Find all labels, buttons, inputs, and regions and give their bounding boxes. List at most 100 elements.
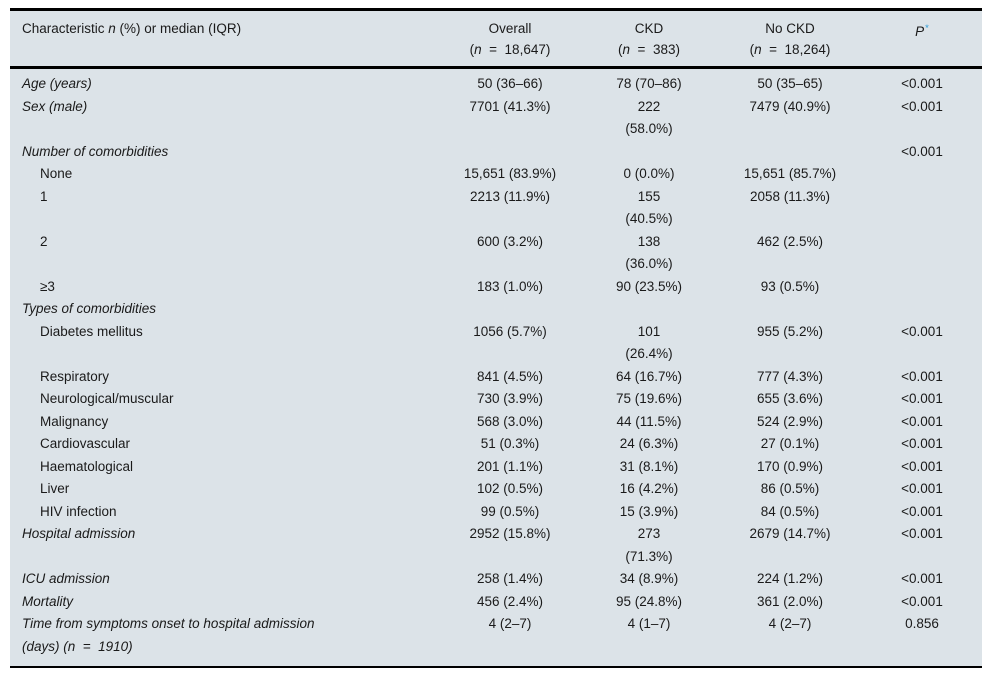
table-row: Malignancy 568 (3.0%) 44 (11.5%) 524 (2.9%)…	[10, 411, 982, 434]
table-row: Respiratory 841 (4.5%) 64 (16.7%) 777 (4.3%…	[10, 366, 982, 389]
table-row: Sex (male) 7701 (41.3%) 222 (58.0%) 7479 (4…	[10, 96, 982, 141]
cell-overall: 2213 (11.9%)	[469, 188, 551, 204]
cell-no-ckd: 224 (1.2%)	[756, 571, 824, 586]
paren: (	[469, 42, 475, 57]
cell-ckd: 4 (1–7)	[627, 616, 671, 631]
cell-ckd: 24 (6.3%)	[619, 436, 679, 451]
cell-overall: 102 (0.5%)	[476, 481, 544, 496]
header-no-ckd-n: (n = 18,264)	[718, 39, 862, 60]
cell-ckd: 90 (23.5%)	[615, 278, 683, 294]
header-overall-title: Overall	[488, 21, 532, 36]
cell-ckd: 34 (8.9%)	[619, 571, 679, 586]
row-label: ≥3	[40, 278, 55, 294]
row-label: Number of comorbidities	[22, 143, 169, 159]
table-row: Liver 102 (0.5%) 16 (4.2%) 86 (0.5%) <0.001	[10, 478, 982, 501]
cell-overall	[440, 141, 580, 164]
paren: (	[618, 42, 623, 57]
cell-no-ckd	[718, 298, 862, 321]
header-characteristic-n: n	[108, 21, 116, 36]
cell-no-ckd: 361 (2.0%)	[756, 593, 824, 609]
row-label: 2	[40, 233, 48, 249]
cell-p-value: <0.001	[901, 143, 943, 159]
cell-p-value: 0.856	[905, 616, 939, 631]
table-row: Time from symptoms onset to hospital adm…	[10, 613, 982, 666]
table-row: Number of comorbidities <0.001	[10, 141, 982, 164]
header-characteristic-pre: Characteristic	[22, 21, 109, 36]
row-label: Cardiovascular	[40, 436, 131, 451]
cell-p-value: <0.001	[901, 526, 943, 541]
cell-no-ckd: 955 (5.2%)	[756, 323, 824, 339]
p-label: P	[915, 24, 925, 39]
cell-p-value: <0.001	[901, 391, 943, 406]
cell-overall: 4 (2–7)	[488, 616, 532, 631]
header-characteristic-post: (%) or median (IQR)	[115, 21, 242, 36]
cell-ckd: 101 (26.4%)	[625, 323, 673, 362]
cell-overall: 201 (1.1%)	[476, 458, 544, 474]
row-label: Neurological/muscular	[40, 391, 174, 406]
cell-p-value	[862, 163, 982, 186]
cell-p-value: <0.001	[901, 481, 943, 496]
cell-overall: 841 (4.5%)	[476, 368, 544, 384]
table-row: Neurological/muscular 730 (3.9%) 75 (19.6%…	[10, 388, 982, 411]
header-ckd: CKD (n = 383)	[580, 11, 718, 69]
cell-no-ckd	[718, 141, 862, 164]
paren: (	[749, 42, 755, 57]
row-label: Diabetes mellitus	[40, 323, 143, 339]
cell-p-value: <0.001	[901, 368, 943, 384]
table-header: Characteristic n (%) or median (IQR) Ove…	[10, 11, 982, 69]
cell-no-ckd: 93 (0.5%)	[760, 278, 820, 294]
cell-ckd: 78 (70–86)	[616, 76, 682, 91]
cell-ckd: 31 (8.1%)	[619, 458, 679, 474]
n-count: 18,264	[784, 42, 826, 57]
cell-no-ckd: 170 (0.9%)	[756, 458, 824, 474]
cell-overall: 600 (3.2%)	[476, 233, 544, 249]
cell-overall: 50 (36–66)	[477, 76, 543, 91]
paren: )	[825, 42, 831, 57]
cell-p-value	[862, 276, 982, 299]
cell-overall: 730 (3.9%)	[476, 391, 544, 406]
cell-no-ckd: 50 (35–65)	[757, 76, 823, 91]
cell-p-value: <0.001	[901, 76, 943, 91]
baseline-characteristics-table: Characteristic n (%) or median (IQR) Ove…	[10, 8, 982, 668]
equals-sign: =	[630, 42, 653, 57]
row-label: Haematological	[40, 458, 134, 474]
row-label: Types of comorbidities	[22, 301, 157, 316]
cell-ckd: 15 (3.9%)	[619, 503, 679, 519]
cell-p-value: <0.001	[901, 413, 943, 429]
cell-p-value: <0.001	[901, 458, 943, 474]
cell-no-ckd: 462 (2.5%)	[756, 233, 824, 249]
n-italic: n	[474, 42, 482, 57]
cell-p-value: <0.001	[901, 593, 943, 609]
paren: )	[675, 42, 680, 57]
cell-no-ckd: 7479 (40.9%)	[749, 98, 831, 114]
cell-no-ckd: 777 (4.3%)	[756, 368, 824, 384]
cell-no-ckd: 655 (3.6%)	[756, 391, 824, 406]
cell-ckd	[580, 141, 718, 164]
table-row: Mortality 456 (2.4%) 95 (24.8%) 361 (2.0%) <…	[10, 591, 982, 614]
cell-no-ckd: 524 (2.9%)	[756, 413, 824, 429]
cell-no-ckd: 4 (2–7)	[768, 616, 812, 631]
table-row: Age (years) 50 (36–66) 78 (70–86) 50 (35–65…	[10, 68, 982, 96]
cell-ckd: 75 (19.6%)	[615, 391, 683, 406]
row-label: 1	[40, 188, 48, 204]
table-row: ICU admission 258 (1.4%) 34 (8.9%) 224 (1.2…	[10, 568, 982, 591]
cell-overall: 51 (0.3%)	[480, 436, 540, 451]
cell-ckd: 95 (24.8%)	[615, 593, 683, 609]
cell-p-value	[862, 298, 982, 321]
cell-overall: 2952 (15.8%)	[469, 526, 551, 541]
table-row: Haematological 201 (1.1%) 31 (8.1%) 170 (0.…	[10, 456, 982, 479]
equals-sign: =	[761, 42, 785, 57]
row-label: HIV infection	[40, 503, 117, 519]
table-row: Types of comorbidities	[10, 298, 982, 321]
cell-no-ckd: 2679 (14.7%)	[749, 526, 831, 541]
cell-no-ckd: 84 (0.5%)	[760, 503, 820, 519]
table-row: HIV infection 99 (0.5%) 15 (3.9%) 84 (0.5%)…	[10, 501, 982, 524]
cell-overall: 99 (0.5%)	[480, 503, 540, 519]
equals-sign: =	[481, 42, 505, 57]
cell-p-value: <0.001	[901, 98, 943, 114]
row-label: None	[40, 166, 73, 181]
n-italic: n	[754, 42, 762, 57]
cell-overall: 258 (1.4%)	[476, 571, 544, 586]
cell-p-value	[862, 231, 982, 276]
header-ckd-title: CKD	[634, 21, 664, 36]
